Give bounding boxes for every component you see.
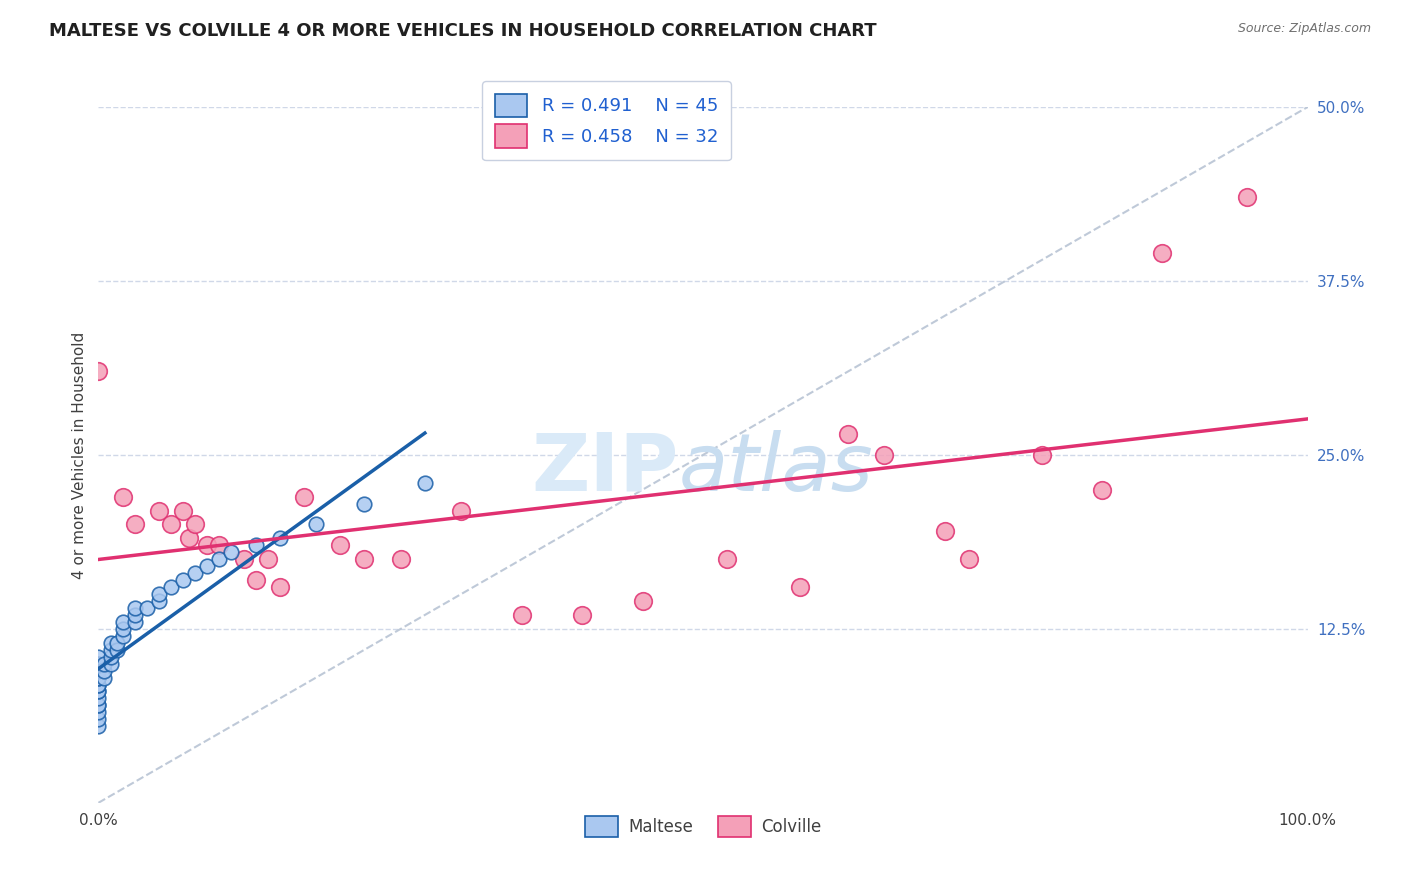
Text: Source: ZipAtlas.com: Source: ZipAtlas.com xyxy=(1237,22,1371,36)
Point xyxy=(172,573,194,587)
Y-axis label: 4 or more Vehicles in Household: 4 or more Vehicles in Household xyxy=(72,331,87,579)
Point xyxy=(93,664,115,678)
Point xyxy=(269,580,291,594)
Point xyxy=(87,684,110,698)
Point xyxy=(124,615,146,629)
Point xyxy=(160,517,183,532)
Point xyxy=(184,517,207,532)
Point xyxy=(100,636,122,650)
Point xyxy=(105,636,128,650)
Point xyxy=(124,607,146,622)
Legend: Maltese, Colville: Maltese, Colville xyxy=(578,810,828,843)
Point xyxy=(716,552,738,566)
Point xyxy=(256,552,278,566)
Point xyxy=(93,657,115,671)
Point xyxy=(93,671,115,685)
Point xyxy=(245,573,267,587)
Point xyxy=(957,552,980,566)
Point xyxy=(105,642,128,657)
Point xyxy=(789,580,811,594)
Point xyxy=(184,566,207,581)
Text: MALTESE VS COLVILLE 4 OR MORE VEHICLES IN HOUSEHOLD CORRELATION CHART: MALTESE VS COLVILLE 4 OR MORE VEHICLES I… xyxy=(49,22,877,40)
Point xyxy=(873,448,896,462)
Point xyxy=(450,503,472,517)
Point xyxy=(87,664,110,678)
Point xyxy=(208,538,231,552)
Point xyxy=(571,607,593,622)
Point xyxy=(124,517,146,532)
Point xyxy=(934,524,956,539)
Point xyxy=(208,552,231,566)
Text: ZIP: ZIP xyxy=(531,430,679,508)
Point xyxy=(389,552,412,566)
Point xyxy=(87,698,110,713)
Point xyxy=(631,594,654,608)
Point xyxy=(87,649,110,664)
Point xyxy=(195,538,218,552)
Point xyxy=(172,503,194,517)
Point xyxy=(1091,483,1114,497)
Point xyxy=(510,607,533,622)
Point xyxy=(148,587,170,601)
Text: atlas: atlas xyxy=(679,430,873,508)
Point xyxy=(87,706,110,720)
Point xyxy=(87,677,110,691)
Point xyxy=(221,545,243,559)
Point xyxy=(111,629,134,643)
Point xyxy=(87,698,110,713)
Point xyxy=(111,615,134,629)
Point xyxy=(353,552,375,566)
Point xyxy=(135,601,157,615)
Point xyxy=(100,642,122,657)
Point xyxy=(111,490,134,504)
Point xyxy=(87,712,110,726)
Point xyxy=(292,490,315,504)
Point xyxy=(124,601,146,615)
Point xyxy=(87,677,110,691)
Point xyxy=(87,671,110,685)
Point xyxy=(305,517,328,532)
Point xyxy=(195,559,218,574)
Point xyxy=(87,364,110,378)
Point xyxy=(111,622,134,636)
Point xyxy=(87,684,110,698)
Point xyxy=(160,580,183,594)
Point xyxy=(148,594,170,608)
Point xyxy=(100,657,122,671)
Point xyxy=(1152,246,1174,260)
Point xyxy=(329,538,352,552)
Point xyxy=(87,671,110,685)
Point xyxy=(232,552,254,566)
Point xyxy=(1031,448,1053,462)
Point xyxy=(245,538,267,552)
Point xyxy=(87,657,110,671)
Point xyxy=(148,503,170,517)
Point xyxy=(353,497,375,511)
Point xyxy=(100,649,122,664)
Point xyxy=(413,475,436,490)
Point xyxy=(87,691,110,706)
Point xyxy=(269,532,291,546)
Point xyxy=(179,532,201,546)
Point xyxy=(87,719,110,733)
Point xyxy=(87,657,110,671)
Point xyxy=(1236,190,1258,204)
Point xyxy=(837,427,859,442)
